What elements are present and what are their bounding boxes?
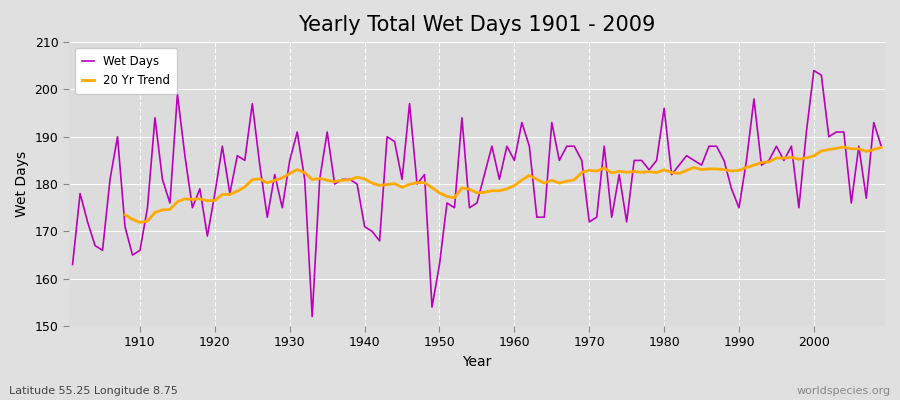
Wet Days [68,262,78,267]
Y-axis label: Wet Days: Wet Days [15,151,29,217]
Legend: Wet Days, 20 Yr Trend: Wet Days, 20 Yr Trend [75,48,177,94]
Text: Latitude 55.25 Longitude 8.75: Latitude 55.25 Longitude 8.75 [9,386,178,396]
20 Yr Trend [876,145,886,150]
Text: worldspecies.org: worldspecies.org [796,386,891,396]
Wet Days [509,158,520,163]
20 Yr Trend [598,166,609,170]
20 Yr Trend [501,186,512,191]
20 Yr Trend [337,178,347,183]
20 Yr Trend [127,217,138,222]
Wet Days [127,253,138,258]
20 Yr Trend [292,167,302,172]
Wet Days [876,144,886,149]
Wet Days [344,177,355,182]
Line: Wet Days: Wet Days [73,70,881,316]
20 Yr Trend [509,183,520,188]
Wet Days [517,120,527,125]
Title: Yearly Total Wet Days 1901 - 2009: Yearly Total Wet Days 1901 - 2009 [298,15,655,35]
Wet Days [808,68,819,73]
Line: 20 Yr Trend: 20 Yr Trend [125,147,881,222]
Wet Days [307,314,318,319]
Wet Days [292,130,302,134]
X-axis label: Year: Year [463,355,491,369]
Wet Days [607,215,617,220]
